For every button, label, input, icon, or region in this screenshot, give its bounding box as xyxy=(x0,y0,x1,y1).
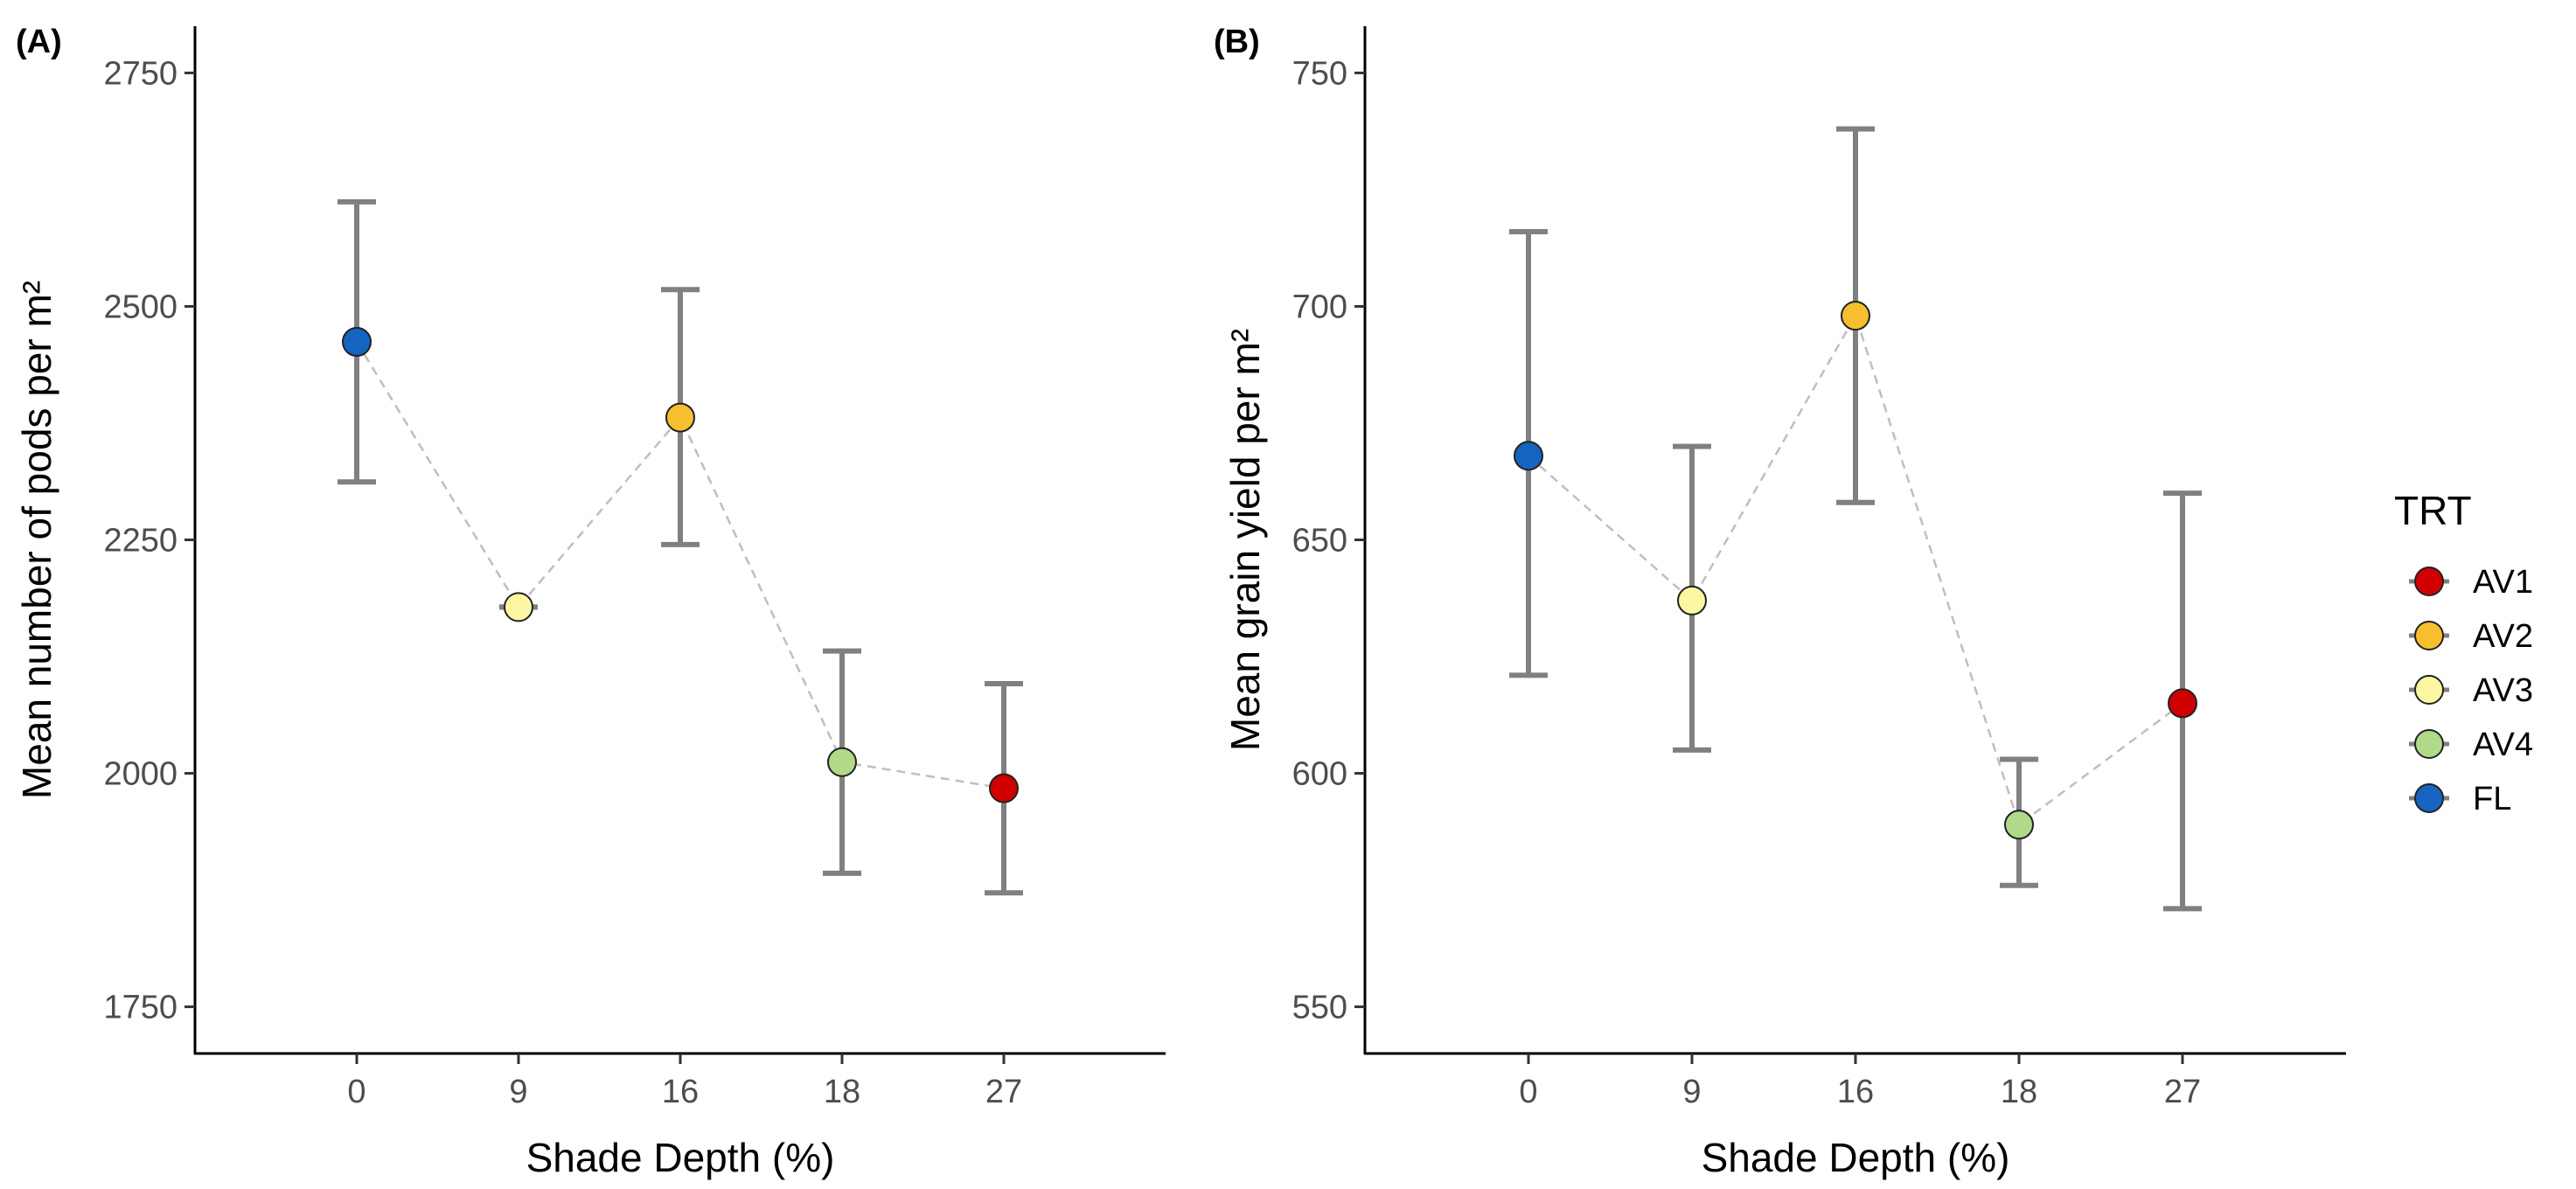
x-tick-label: 27 xyxy=(985,1074,1022,1110)
y-tick-label: 750 xyxy=(1292,55,1347,92)
connector-line xyxy=(1528,313,2183,827)
legend-key-point xyxy=(2414,621,2444,650)
panel-b: 550 600 650 700 750 0 9 16 18 27 Shade Depth (%) Me… xyxy=(1214,24,2346,1180)
x-axis-title: Shade Depth (%) xyxy=(526,1135,835,1180)
y-tick-label: 2000 xyxy=(103,756,178,793)
panel-label: (A) xyxy=(16,24,62,60)
x-tick-label: 9 xyxy=(509,1074,527,1110)
legend-item-av1: AV1 xyxy=(2409,564,2533,601)
x-tick-label: 9 xyxy=(1682,1074,1701,1110)
data-point-av4 xyxy=(2004,810,2034,840)
legend-item-av2: AV2 xyxy=(2409,618,2533,655)
legend-label: AV2 xyxy=(2473,618,2533,655)
y-axis-title: Mean number of pods per m² xyxy=(14,281,59,799)
y-tick-label: 2750 xyxy=(103,55,178,92)
data-point-fl xyxy=(1514,441,1543,471)
panel-a: 1750 2000 2250 2500 2750 0 9 16 18 27 Shade Depth … xyxy=(14,24,1166,1180)
data-point-av4 xyxy=(827,747,857,777)
legend-label: AV1 xyxy=(2473,564,2533,601)
y-tick-label: 550 xyxy=(1292,990,1347,1026)
x-tick-label: 16 xyxy=(662,1074,699,1110)
y-tick-label: 600 xyxy=(1292,756,1347,793)
legend-item-av3: AV3 xyxy=(2409,672,2533,709)
y-tick-label: 2250 xyxy=(103,523,178,560)
legend-key-point xyxy=(2414,729,2444,759)
y-axis-title: Mean grain yield per m² xyxy=(1222,329,1268,751)
data-point-av1 xyxy=(2168,688,2197,719)
x-tick-label: 27 xyxy=(2164,1074,2201,1110)
y-tick-label: 650 xyxy=(1292,523,1347,560)
x-tick-label: 0 xyxy=(347,1074,366,1110)
legend-item-fl: FL xyxy=(2409,781,2511,817)
x-tick-label: 18 xyxy=(2001,1074,2037,1110)
x-axis-title: Shade Depth (%) xyxy=(1702,1135,2010,1180)
panel-label: (B) xyxy=(1214,24,1260,60)
data-point-av2 xyxy=(1841,301,1870,331)
data-point-av1 xyxy=(989,773,1019,803)
x-tick-label: 18 xyxy=(824,1074,860,1110)
data-point-av3 xyxy=(1677,585,1707,615)
x-tick-label: 0 xyxy=(1519,1074,1537,1110)
y-tick-label: 1750 xyxy=(103,990,178,1026)
legend-item-av4: AV4 xyxy=(2409,727,2533,763)
data-point-av3 xyxy=(504,592,533,622)
legend-key-point xyxy=(2414,783,2444,813)
legend-label: AV4 xyxy=(2473,727,2533,763)
x-tick-label: 16 xyxy=(1837,1074,1874,1110)
data-point-av2 xyxy=(665,402,695,433)
y-tick-label: 2500 xyxy=(103,289,178,325)
y-tick-label: 700 xyxy=(1292,289,1347,325)
legend-label: FL xyxy=(2473,781,2511,817)
data-point-fl xyxy=(342,327,372,358)
legend-key-point xyxy=(2414,567,2444,596)
legend-key-point xyxy=(2414,675,2444,705)
legend-title: TRT xyxy=(2394,488,2472,533)
legend-label: AV3 xyxy=(2473,672,2533,709)
